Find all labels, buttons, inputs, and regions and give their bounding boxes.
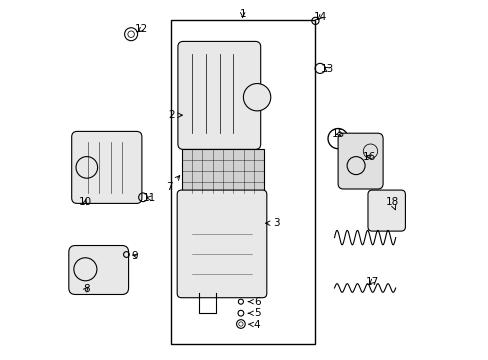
Text: 8: 8	[82, 284, 89, 294]
Text: 7: 7	[166, 176, 180, 192]
Text: 18: 18	[385, 197, 398, 210]
Text: 5: 5	[248, 308, 260, 318]
Text: 9: 9	[131, 251, 138, 261]
Text: 2: 2	[168, 110, 182, 120]
FancyBboxPatch shape	[178, 41, 260, 149]
Text: 3: 3	[265, 218, 280, 228]
Text: 17: 17	[365, 276, 378, 287]
Bar	[170, 20, 314, 344]
Text: 10: 10	[79, 197, 92, 207]
Text: 11: 11	[142, 193, 156, 203]
Circle shape	[76, 157, 98, 178]
FancyBboxPatch shape	[72, 131, 142, 203]
Text: 4: 4	[248, 320, 260, 330]
Text: 15: 15	[331, 129, 345, 139]
Text: 12: 12	[135, 24, 148, 34]
Text: 13: 13	[320, 64, 333, 74]
FancyBboxPatch shape	[69, 246, 128, 294]
Text: 14: 14	[313, 12, 326, 22]
Text: 6: 6	[248, 297, 260, 307]
FancyBboxPatch shape	[337, 133, 382, 189]
Circle shape	[243, 84, 270, 111]
Bar	[181, 149, 264, 193]
Text: 1: 1	[239, 9, 245, 19]
FancyBboxPatch shape	[177, 190, 266, 298]
FancyBboxPatch shape	[367, 190, 405, 231]
Text: 16: 16	[363, 152, 376, 162]
